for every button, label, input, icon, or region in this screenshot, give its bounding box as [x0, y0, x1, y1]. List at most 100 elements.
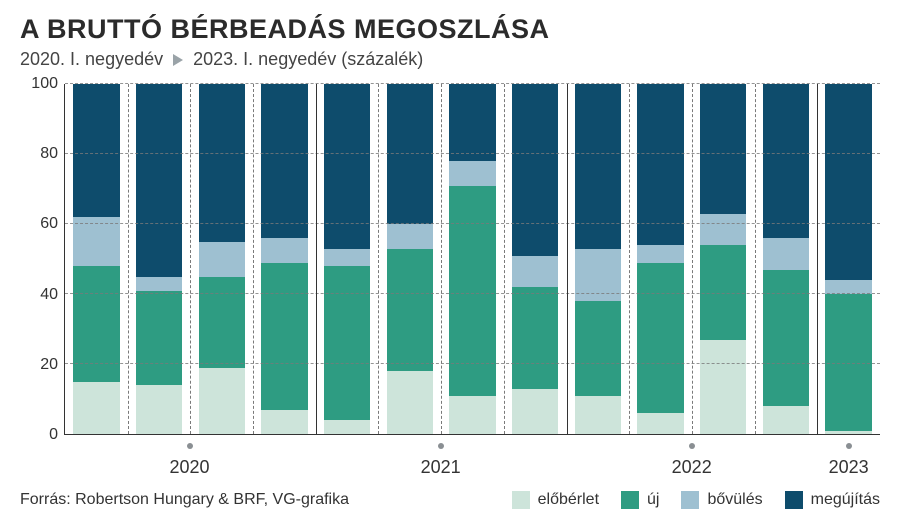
bar-slot	[504, 84, 567, 434]
x-axis-label: 2023	[829, 457, 869, 478]
gridline-vertical-solid	[567, 84, 568, 434]
bar-segment-uj	[763, 270, 809, 407]
subtitle-from: 2020. I. negyedév	[20, 49, 163, 70]
bar-segment-uj	[136, 291, 182, 386]
y-tick-label: 40	[40, 286, 58, 304]
x-axis-label: 2020	[170, 457, 210, 478]
bar-slot	[629, 84, 692, 434]
gridline-horizontal	[65, 153, 880, 154]
bar-segment-uj	[637, 263, 683, 414]
bar-segment-bovules	[637, 245, 683, 263]
legend-item-eloberlet: előbérlet	[512, 491, 599, 509]
bar-segment-eloberlet	[512, 389, 558, 435]
bar-slot	[316, 84, 379, 434]
bar-segment-uj	[387, 249, 433, 372]
plot-area	[64, 84, 880, 435]
bar-segment-bovules	[512, 256, 558, 288]
x-axis-dot	[689, 443, 695, 449]
bar-segment-uj	[261, 263, 307, 410]
bar-slot	[65, 84, 128, 434]
bar-segment-bovules	[387, 224, 433, 249]
bar-slot	[755, 84, 818, 434]
x-axis-dot	[438, 443, 444, 449]
bar-segment-bovules	[700, 214, 746, 246]
bar-segment-megujitas	[637, 84, 683, 245]
bar-segment-eloberlet	[700, 340, 746, 435]
chart-subtitle: 2020. I. negyedév 2023. I. negyedév (szá…	[20, 49, 880, 70]
x-axis-dot	[187, 443, 193, 449]
bar-segment-megujitas	[261, 84, 307, 238]
bar-slot	[378, 84, 441, 434]
bar-segment-uj	[449, 186, 495, 396]
stacked-bar	[387, 84, 433, 434]
x-axis-dot	[846, 443, 852, 449]
subtitle-to: 2023. I. negyedév (százalék)	[193, 49, 423, 70]
bar-segment-eloberlet	[825, 431, 871, 435]
x-axis-label: 2022	[672, 457, 712, 478]
bar-segment-megujitas	[700, 84, 746, 214]
bar-segment-bovules	[261, 238, 307, 263]
stacked-bar	[512, 84, 558, 434]
bar-segment-eloberlet	[199, 368, 245, 435]
chart-area: 020406080100	[20, 84, 880, 435]
bar-slot	[441, 84, 504, 434]
legend: előbérlet új bővülés megújítás	[512, 491, 880, 509]
legend-item-bovules: bővülés	[681, 491, 762, 509]
legend-item-megujitas: megújítás	[785, 491, 880, 509]
legend-label: bővülés	[707, 491, 762, 509]
bar-slot	[128, 84, 191, 434]
bar-segment-uj	[73, 266, 119, 382]
footer: Forrás: Robertson Hungary & BRF, VG-graf…	[20, 491, 880, 509]
bar-segment-megujitas	[73, 84, 119, 217]
gridline-vertical-dash	[441, 84, 442, 434]
gridline-vertical-dash	[755, 84, 756, 434]
bar-segment-eloberlet	[763, 406, 809, 434]
y-tick-label: 60	[40, 215, 58, 233]
stacked-bar	[199, 84, 245, 434]
bar-segment-megujitas	[449, 84, 495, 161]
bar-segment-bovules	[73, 217, 119, 266]
bar-segment-megujitas	[512, 84, 558, 256]
bar-segment-megujitas	[136, 84, 182, 277]
gridline-vertical-dash	[692, 84, 693, 434]
gridline-horizontal	[65, 363, 880, 364]
gridline-vertical-dash	[504, 84, 505, 434]
bar-segment-bovules	[449, 161, 495, 186]
bar-segment-eloberlet	[261, 410, 307, 435]
bar-slot	[817, 84, 880, 434]
x-axis-label: 2021	[421, 457, 461, 478]
legend-label: új	[647, 491, 659, 509]
bar-segment-bovules	[825, 280, 871, 294]
stacked-bar	[637, 84, 683, 434]
bar-segment-eloberlet	[73, 382, 119, 435]
stacked-bar	[700, 84, 746, 434]
bar-segment-eloberlet	[575, 396, 621, 435]
bar-segment-eloberlet	[387, 371, 433, 434]
legend-swatch	[621, 491, 639, 509]
bar-segment-uj	[512, 287, 558, 389]
stacked-bar	[73, 84, 119, 434]
bar-slot	[190, 84, 253, 434]
legend-label: megújítás	[811, 491, 880, 509]
gridline-vertical-dash	[253, 84, 254, 434]
stacked-bar	[261, 84, 307, 434]
bar-segment-megujitas	[199, 84, 245, 242]
bar-slot	[253, 84, 316, 434]
x-axis: 2020 2021 2022 2023	[64, 435, 880, 489]
bar-segment-eloberlet	[136, 385, 182, 434]
triangle-right-icon	[173, 54, 183, 66]
bar-segment-megujitas	[825, 84, 871, 280]
bar-segment-bovules	[136, 277, 182, 291]
gridline-vertical-dash	[378, 84, 379, 434]
stacked-bar	[136, 84, 182, 434]
stacked-bar	[324, 84, 370, 434]
legend-label: előbérlet	[538, 491, 599, 509]
bar-slot	[567, 84, 630, 434]
source-text: Forrás: Robertson Hungary & BRF, VG-graf…	[20, 491, 349, 509]
chart-title: A BRUTTÓ BÉRBEADÁS MEGOSZLÁSA	[20, 14, 880, 45]
bar-segment-megujitas	[387, 84, 433, 224]
bar-segment-uj	[199, 277, 245, 368]
legend-item-uj: új	[621, 491, 659, 509]
bar-segment-eloberlet	[324, 420, 370, 434]
y-tick-label: 100	[31, 75, 58, 93]
